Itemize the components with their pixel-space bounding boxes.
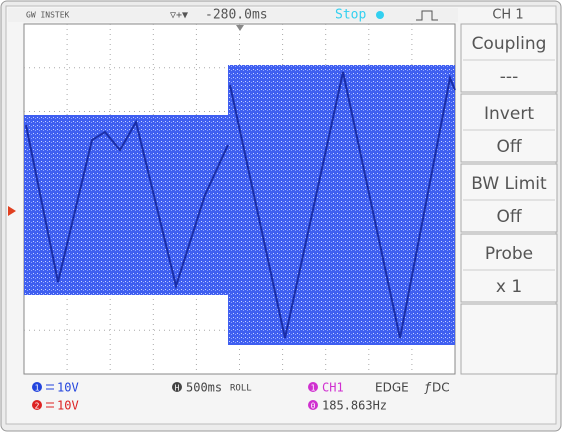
- menu-item[interactable]: Probe x 1: [461, 234, 557, 302]
- menu-label: Coupling: [472, 34, 547, 54]
- ch1-scale: 10V: [57, 381, 79, 395]
- noise-band-right: [228, 65, 455, 345]
- frequency-number: 0: [311, 402, 316, 411]
- trigger-type: EDGE: [375, 381, 409, 395]
- page: GW INSTEK ▽+▼ -280.0ms Stop CH 1 Couplin…: [0, 0, 562, 432]
- timebase-icon: H: [175, 384, 180, 393]
- run-indicator: [376, 11, 384, 19]
- ch2-scale: 10V: [57, 399, 79, 413]
- trigger-source: CH1: [322, 381, 344, 395]
- menu-blank: [461, 304, 557, 374]
- position-arrows: ▽+▼: [170, 10, 188, 21]
- frequency-value: 185.863Hz: [322, 399, 387, 413]
- trigger-coupling: DC: [432, 381, 450, 395]
- run-state: Stop: [335, 8, 366, 23]
- menu-label: Invert: [484, 104, 534, 124]
- brand: GW INSTEK: [26, 11, 70, 20]
- menu-label: BW Limit: [471, 174, 547, 194]
- oscilloscope-screen: GW INSTEK ▽+▼ -280.0ms Stop CH 1 Couplin…: [0, 0, 562, 432]
- channel-title: CH 1: [492, 8, 523, 23]
- horizontal-position: -280.0ms: [205, 8, 268, 23]
- menu-value: Off: [496, 207, 522, 227]
- trigger-slope-icon: ƒ: [424, 381, 432, 395]
- ch2-number: 2: [35, 402, 40, 411]
- menu-value: ---: [500, 67, 518, 87]
- trigger-number: 1: [311, 384, 316, 393]
- menu-item[interactable]: Invert Off: [461, 94, 557, 162]
- menu-value: x 1: [496, 277, 522, 297]
- timebase-mode: ROLL: [230, 384, 252, 394]
- menu-item[interactable]: BW Limit Off: [461, 164, 557, 232]
- ch1-number: 1: [35, 384, 40, 393]
- menu-value: Off: [496, 137, 522, 157]
- side-menu: Coupling --- Invert Off BW Limit Off Probe x 1: [461, 24, 557, 374]
- menu-label: Probe: [485, 244, 533, 264]
- timebase-value: 500ms: [186, 381, 222, 395]
- menu-item[interactable]: Coupling ---: [461, 24, 557, 92]
